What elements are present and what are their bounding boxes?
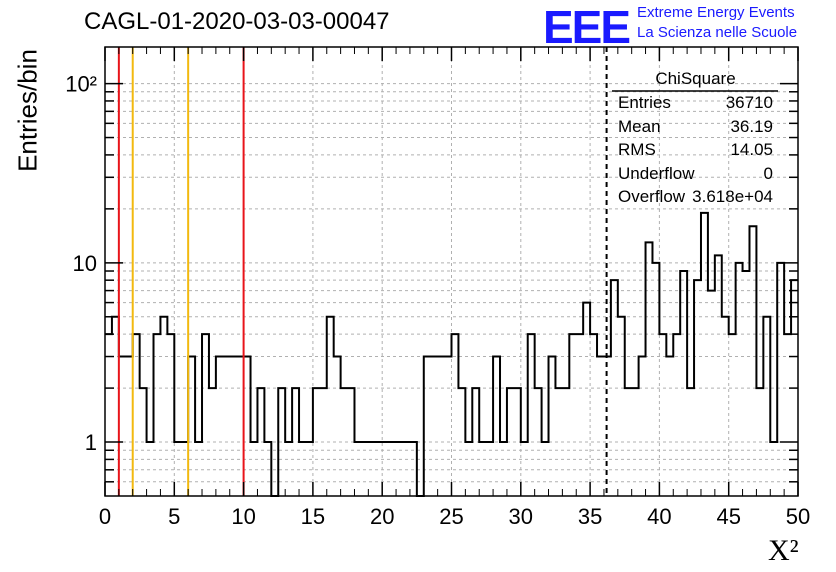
stats-value: 3.618e+04	[692, 187, 773, 206]
x-tick-label: 35	[578, 504, 602, 529]
plot-title: CAGL-01-2020-03-03-00047	[84, 8, 390, 35]
histogram-series	[105, 211, 798, 497]
y-tick-label: 10	[73, 251, 97, 276]
stats-key: Entries	[618, 93, 671, 112]
stats-row: Entries 36710	[618, 93, 773, 115]
x-tick-label: 15	[301, 504, 325, 529]
y-tick-label: 10²	[65, 72, 97, 97]
x-tick-label: 30	[509, 504, 533, 529]
logo-line-2: La Scienza nelle Scuole	[637, 24, 798, 41]
stats-value: 0	[763, 164, 773, 183]
x-tick-label: 5	[168, 504, 180, 529]
stats-key: RMS	[618, 140, 656, 159]
x-axis-label: X²	[768, 534, 799, 567]
y-axis-label: Entries/bin	[12, 49, 43, 172]
stats-title: ChiSquare	[655, 69, 736, 88]
stats-key: Mean	[618, 117, 661, 136]
x-tick-label: 50	[786, 504, 810, 529]
x-tick-label: 0	[99, 504, 111, 529]
x-tick-label: 20	[370, 504, 394, 529]
stats-row: RMS 14.05	[618, 140, 773, 162]
stats-value: 36710	[725, 93, 773, 112]
stats-row: Overflow 3.618e+04	[618, 187, 773, 209]
x-tick-label: 25	[439, 504, 463, 529]
x-tick-label: 40	[647, 504, 671, 529]
eee-logo: EEE	[543, 1, 631, 53]
stats-box: ChiSquare Entries 36710 Mean 36.19 RMS 1…	[612, 69, 779, 206]
stats-key: Overflow	[618, 187, 686, 206]
stats-key: Underflow	[618, 164, 695, 183]
stats-row: Underflow 0	[618, 164, 773, 186]
x-tick-label: 10	[231, 504, 255, 529]
stats-row: Mean 36.19	[618, 117, 773, 139]
y-tick-label: 1	[85, 430, 97, 455]
stats-value: 36.19	[730, 117, 773, 136]
x-tick-label: 45	[716, 504, 740, 529]
stats-value: 14.05	[730, 140, 773, 159]
logo-line-1: Extreme Energy Events	[637, 4, 795, 21]
